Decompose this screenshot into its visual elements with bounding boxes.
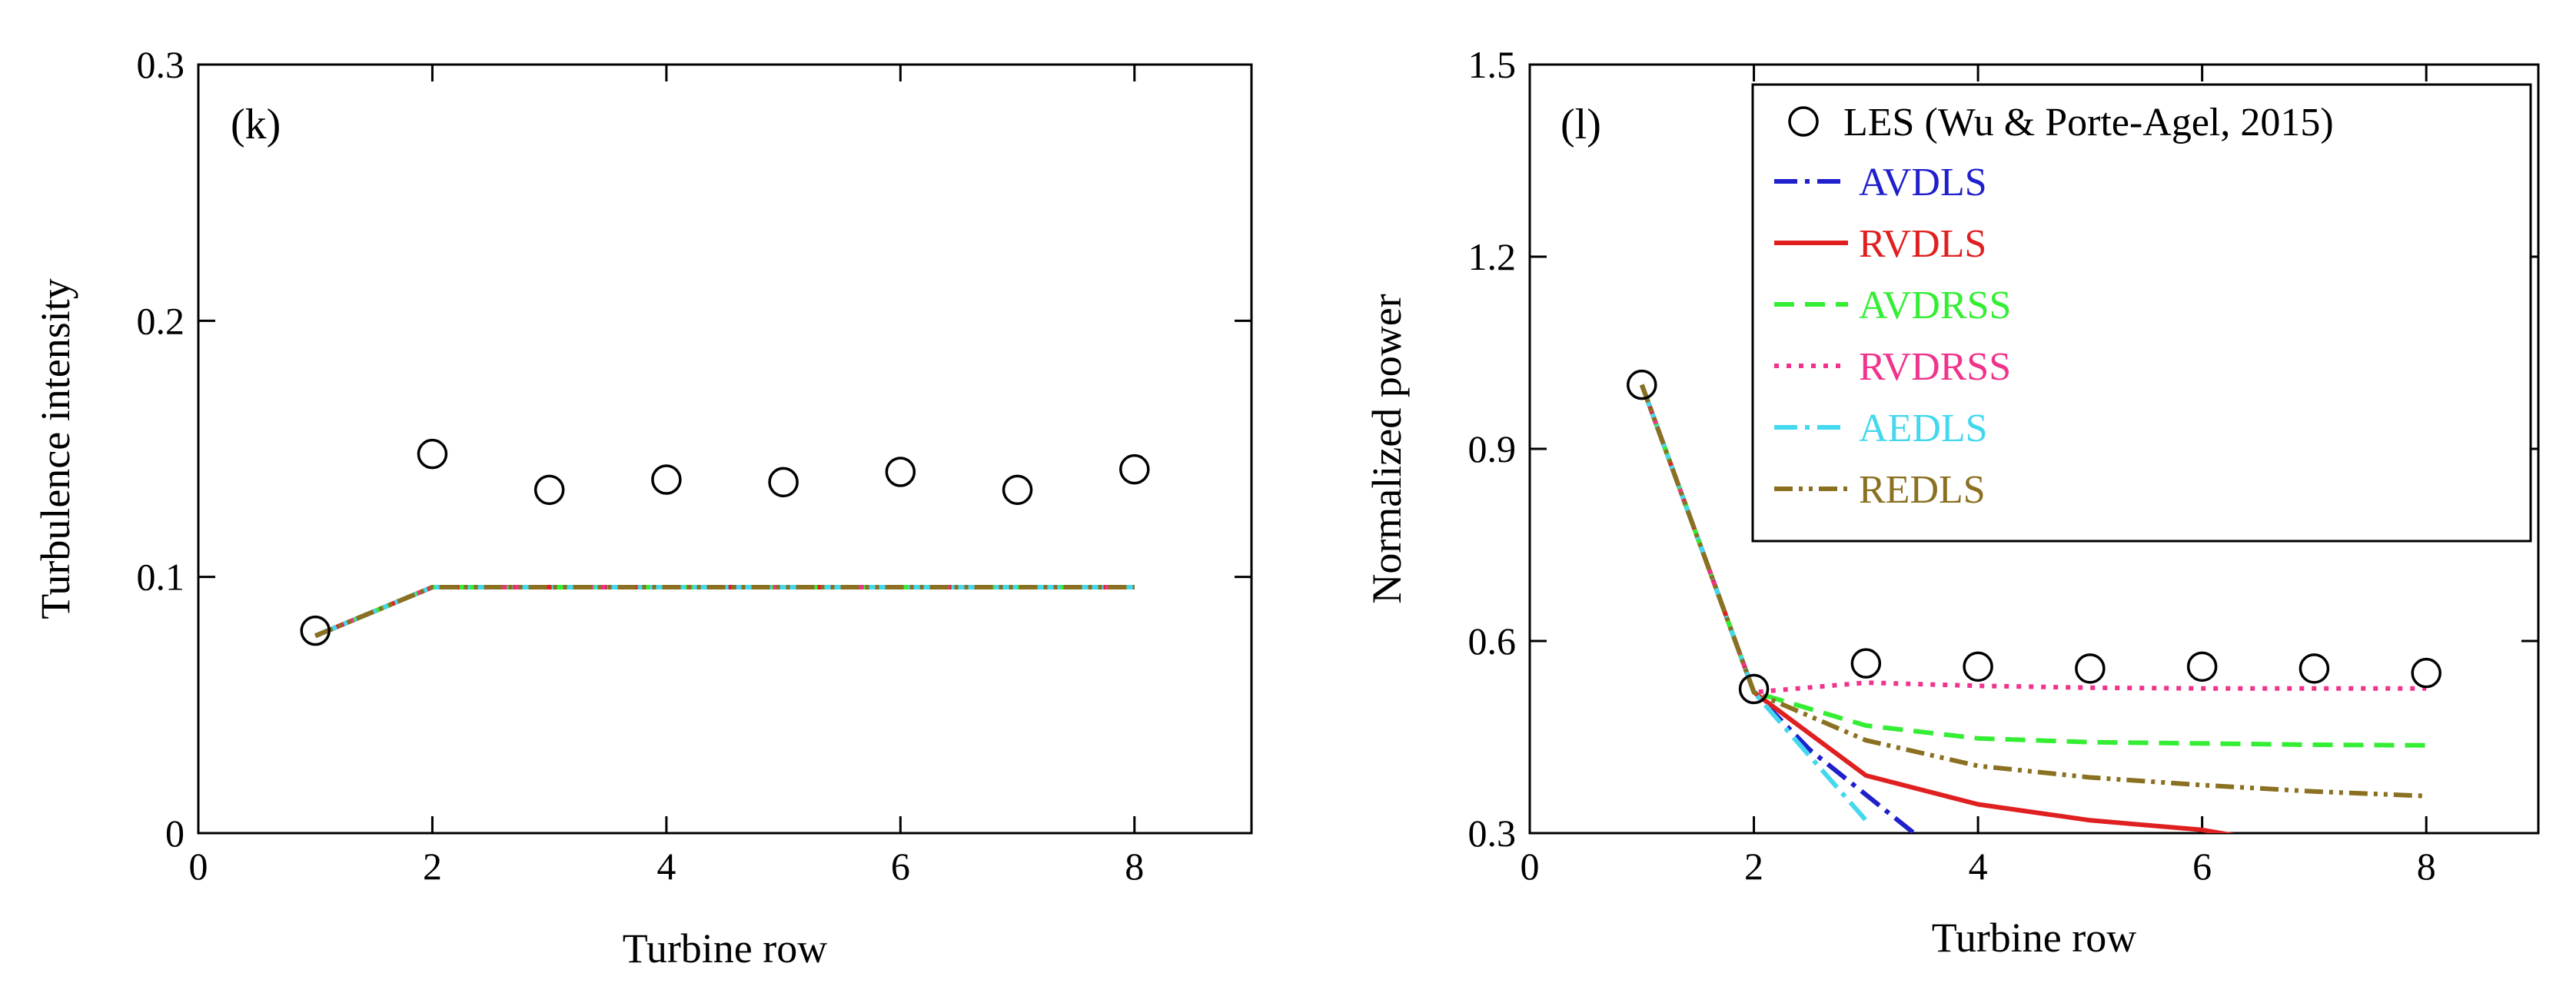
les-marker-k: [768, 467, 799, 498]
panel-k: 0 2 4 6 8 0 0.1 0.2 0.3 (k) Turbine row Turbulen…: [32, 43, 1253, 971]
legend-label-avdls: AVDLS: [1859, 161, 1987, 204]
panel-l: 0 2 4 6 8 0.3 0.6 0.9 1.2 1.5 (l) Turbine row Nor…: [1364, 43, 2540, 961]
ticks-k: 0 2 4 6 8 0 0.1 0.2 0.3: [137, 43, 1251, 888]
les-marker-l: [2298, 653, 2330, 684]
series-line-aedls-l: [1639, 384, 1868, 822]
panel-label-k: (k): [231, 101, 281, 148]
series-line-avdrss-k: [314, 585, 1135, 639]
les-marker-k: [1002, 474, 1033, 506]
legend-label-les: LES (Wu & Porte-Agel, 2015): [1843, 101, 2334, 144]
les-marker-l: [1738, 673, 1770, 705]
series-line-aedls-k: [314, 585, 1135, 639]
plot-frame-k: [197, 63, 1253, 835]
les-marker-l: [2075, 653, 2106, 684]
series-line-rvdrss-l: [1639, 384, 2427, 695]
panel-label-l: (l): [1561, 101, 1601, 148]
legend-box: [1751, 83, 2532, 543]
series-line-avdls-k: [314, 585, 1135, 639]
les-marker-l: [1963, 651, 1993, 682]
x-tick-label-l: 4: [1969, 845, 1988, 888]
y-tick-label-k: 0.1: [137, 556, 185, 599]
x-tick-label-l: 8: [2417, 845, 2436, 888]
y-axis-label-k: Turbulence intensity: [32, 278, 78, 619]
legend-label-rvdls: RVDLS: [1859, 222, 1986, 266]
legend: LES (Wu & Porte-Agel, 2015) AVDLS RVDLS AVD…: [1751, 83, 2532, 543]
y-tick-label-k: 0.2: [137, 299, 185, 342]
x-tick-label-k: 6: [891, 845, 910, 888]
y-tick-label-l: 0.3: [1468, 812, 1517, 855]
x-axis-label-l: Turbine row: [1932, 915, 2137, 961]
y-tick-label-k: 0: [165, 812, 184, 855]
les-marker-l: [1850, 648, 1882, 679]
les-marker-l: [2411, 657, 2441, 689]
series-line-rvdrss-k: [314, 585, 1135, 639]
series-line-redls-l: [1639, 384, 2427, 799]
ticks-l: 0 2 4 6 8 0.3 0.6 0.9 1.2 1.5: [1468, 43, 2538, 888]
legend-label-avdrss: AVDRSS: [1859, 284, 2011, 327]
les-marker-k: [533, 474, 565, 506]
series-l: [1639, 384, 2427, 833]
series-line-rvdls-k: [314, 585, 1135, 639]
x-tick-label-l: 0: [1521, 845, 1540, 888]
y-tick-label-l: 0.6: [1468, 619, 1517, 663]
x-tick-label-k: 0: [189, 845, 208, 888]
les-marker-k: [300, 615, 331, 646]
y-tick-label-l: 0.9: [1468, 427, 1517, 470]
y-tick-label-l: 1.2: [1468, 235, 1517, 278]
x-tick-label-k: 2: [423, 845, 442, 888]
markers-l: [1627, 369, 2441, 705]
series-k: [314, 585, 1135, 639]
y-tick-label-l: 1.5: [1468, 43, 1517, 86]
les-marker-k: [417, 438, 448, 470]
legend-label-rvdrss: RVDRSS: [1859, 345, 2011, 389]
series-line-avdrss-l: [1639, 384, 2427, 748]
legend-marker-les: [1788, 106, 1819, 137]
series-line-redls-k: [314, 585, 1135, 639]
les-marker-k: [885, 457, 916, 487]
x-tick-label-l: 6: [2192, 845, 2212, 888]
les-marker-l: [1627, 369, 1657, 400]
legend-label-redls: REDLS: [1859, 468, 1986, 512]
x-tick-label-k: 4: [656, 845, 676, 888]
markers-k: [300, 438, 1150, 646]
legend-entries: LES (Wu & Porte-Agel, 2015) AVDLS RVDLS AVD…: [1774, 101, 2334, 512]
y-tick-label-k: 0.3: [137, 43, 185, 86]
x-tick-label-k: 8: [1125, 845, 1144, 888]
les-marker-k: [1119, 453, 1150, 485]
y-axis-label-l: Normalized power: [1364, 294, 1410, 603]
les-marker-l: [2186, 651, 2218, 682]
x-axis-label-k: Turbine row: [623, 925, 828, 971]
legend-label-aedls: AEDLS: [1859, 407, 1988, 450]
les-marker-k: [651, 464, 682, 495]
x-tick-label-l: 2: [1744, 845, 1763, 888]
